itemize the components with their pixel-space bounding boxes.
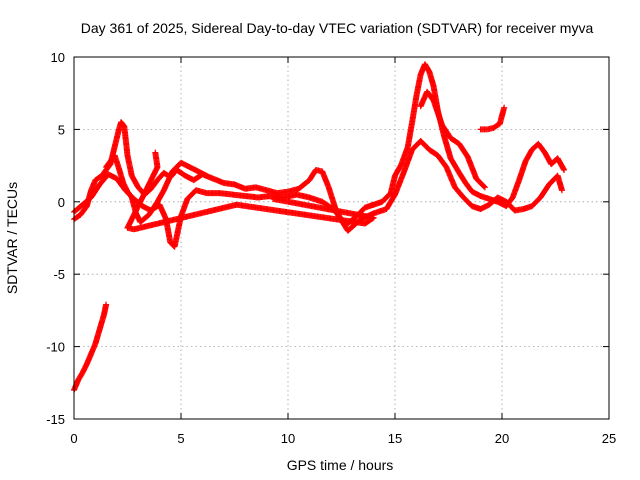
- data-point: [481, 184, 488, 191]
- series-arc-f: [477, 104, 508, 133]
- x-tick-label: 5: [177, 431, 184, 446]
- series-arc-c: [71, 137, 565, 250]
- data-point: [203, 172, 210, 179]
- x-axis-label: GPS time / hours: [287, 457, 394, 473]
- x-tick-label: 0: [70, 431, 77, 446]
- plot-frame: [73, 56, 610, 420]
- x-tick-label: 25: [602, 431, 616, 446]
- chart-title: Day 361 of 2025, Sidereal Day-to-day VTE…: [81, 20, 594, 36]
- x-tick-label: 10: [281, 431, 295, 446]
- data-point: [558, 187, 565, 194]
- x-tick-label: 15: [388, 431, 402, 446]
- y-tick-label: -5: [53, 267, 65, 282]
- data-point: [270, 195, 277, 202]
- data-point: [501, 104, 508, 111]
- x-tick-label: 20: [495, 431, 509, 446]
- y-tick-label: 10: [51, 50, 65, 65]
- data-point: [481, 183, 488, 190]
- series-arc-a: [71, 301, 110, 394]
- y-tick-label: -15: [46, 412, 65, 427]
- data-point: [103, 301, 110, 308]
- grid: [74, 57, 609, 419]
- data-point: [561, 166, 568, 173]
- series-arc-g: [124, 149, 377, 233]
- series-arc-e: [417, 88, 488, 191]
- y-tick-label: 5: [58, 122, 65, 137]
- y-axis-label: SDTVAR / TECUs: [4, 182, 20, 294]
- data-marks: [71, 61, 568, 394]
- y-tick-label: -10: [46, 340, 65, 355]
- y-tick-label: 0: [58, 195, 65, 210]
- axis-ticks: 0 5 10 15 20 25 -15 -10 -5 0 5 10: [46, 50, 616, 446]
